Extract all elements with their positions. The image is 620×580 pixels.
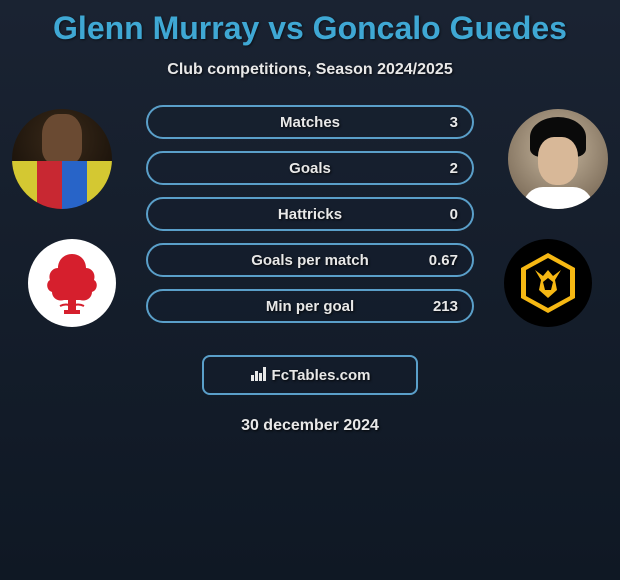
stat-value: 0 [450, 206, 458, 223]
stat-label: Hattricks [278, 206, 342, 223]
club-badge-left [28, 239, 116, 327]
stat-value: 213 [433, 298, 458, 315]
stat-value: 2 [450, 160, 458, 177]
chart-icon [250, 364, 268, 387]
stat-row: Min per goal 213 [146, 289, 474, 323]
stats-list: Matches 3 Goals 2 Hattricks 0 Goals per … [146, 105, 474, 335]
content-area: Matches 3 Goals 2 Hattricks 0 Goals per … [10, 109, 610, 349]
comparison-card: Glenn Murray vs Goncalo Guedes Club comp… [0, 0, 620, 435]
wolves-crest-icon [515, 250, 581, 316]
forest-crest-icon [42, 248, 102, 318]
stat-label: Matches [280, 114, 340, 131]
stat-label: Min per goal [266, 298, 354, 315]
brand-text: FcTables.com [272, 367, 371, 384]
stat-value: 0.67 [429, 252, 458, 269]
date-label: 30 december 2024 [10, 417, 610, 435]
player-right-image [508, 109, 608, 209]
stat-row: Goals per match 0.67 [146, 243, 474, 277]
player-left-avatar [12, 109, 112, 209]
stat-value: 3 [450, 114, 458, 131]
player-left-image [12, 109, 112, 209]
stat-row: Matches 3 [146, 105, 474, 139]
club-badge-right [504, 239, 592, 327]
stat-label: Goals per match [251, 252, 369, 269]
stat-row: Hattricks 0 [146, 197, 474, 231]
page-title: Glenn Murray vs Goncalo Guedes [10, 0, 610, 47]
stat-label: Goals [289, 160, 331, 177]
stat-row: Goals 2 [146, 151, 474, 185]
brand-badge[interactable]: FcTables.com [202, 355, 418, 395]
subtitle: Club competitions, Season 2024/2025 [10, 61, 610, 79]
player-right-avatar [508, 109, 608, 209]
